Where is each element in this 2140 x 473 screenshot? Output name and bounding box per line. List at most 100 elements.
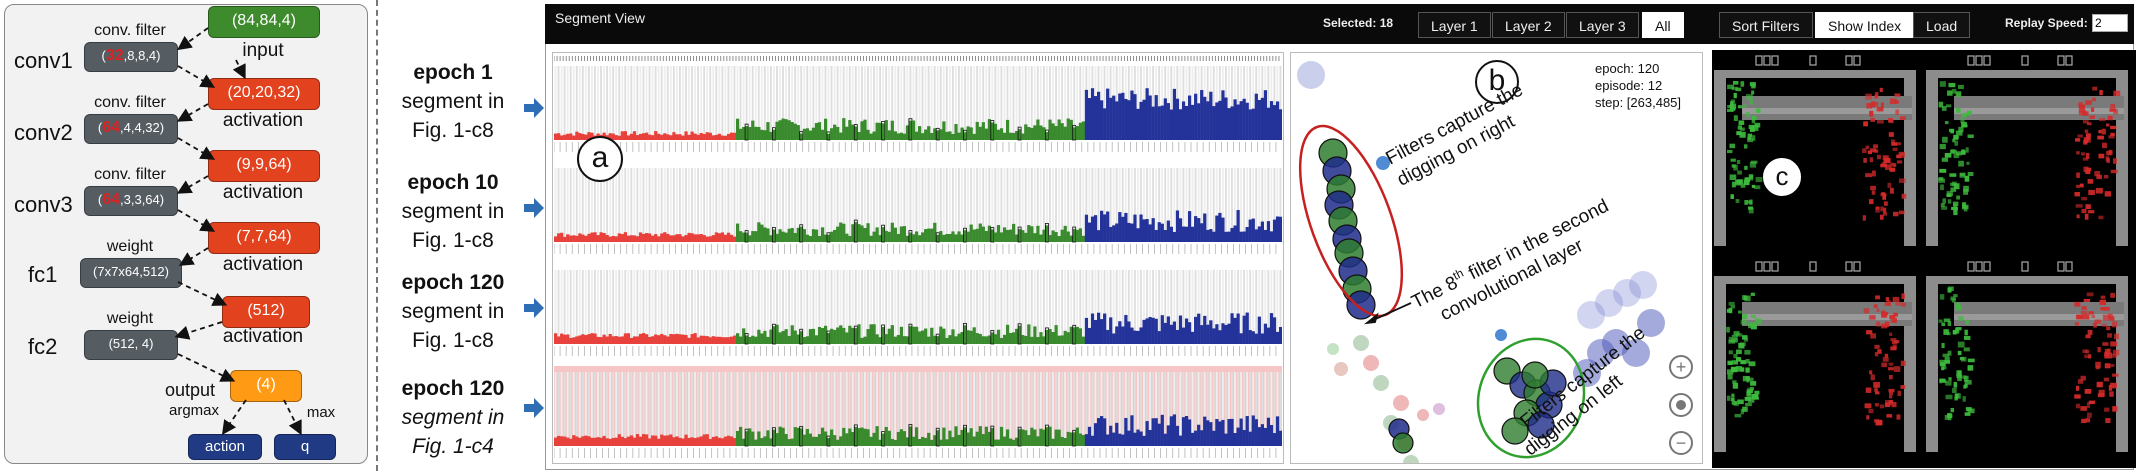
filter-bar: [657, 335, 661, 344]
filter-bar: [657, 438, 661, 446]
replay-speed-input[interactable]: [2092, 14, 2128, 32]
bar-background: [827, 168, 830, 242]
bar-background: [1109, 168, 1112, 242]
filter-bar: [1224, 433, 1228, 446]
filter-bar: [836, 126, 840, 140]
bar-background: [906, 66, 909, 140]
bar-background: [1197, 372, 1200, 446]
bar-background: [1052, 66, 1054, 140]
filter-bar: [602, 334, 606, 344]
load-button[interactable]: Load: [1913, 12, 1971, 38]
filter-bar: [1015, 328, 1019, 344]
filter-bar: [608, 133, 612, 140]
bar-background: [645, 66, 648, 140]
bar-background: [921, 270, 924, 344]
filter-bar: [1036, 225, 1040, 242]
filter-bar: [641, 333, 646, 344]
filter-bar: [784, 329, 788, 344]
filter-bar: [1045, 427, 1049, 446]
bar-background: [1024, 66, 1027, 140]
filter-bar: [1054, 325, 1058, 344]
bar-background: [885, 66, 888, 140]
filter-bar: [799, 428, 803, 446]
filter-bar: [681, 334, 685, 344]
bar-background: [1137, 270, 1139, 344]
bar-background: [930, 270, 933, 344]
filter-bar: [878, 337, 882, 344]
filter-bar: [823, 431, 828, 446]
bar-background: [964, 66, 966, 140]
bar-background: [709, 372, 712, 446]
filter-bar: [1236, 427, 1240, 446]
bar-background: [654, 270, 657, 344]
filter-bar: [790, 325, 794, 344]
filter-bar: [669, 333, 673, 344]
bar-background: [1158, 168, 1161, 242]
filter-bar: [560, 135, 564, 140]
bar-background: [1185, 168, 1188, 242]
bar-background: [1124, 270, 1127, 344]
filter-bar: [626, 235, 631, 242]
bar-background: [748, 168, 751, 242]
bar-background: [557, 66, 560, 140]
filter-bar: [638, 333, 643, 344]
bar-background: [1212, 270, 1215, 344]
bar-background: [794, 168, 797, 242]
filter-bar: [1127, 100, 1131, 140]
filter-bar: [614, 135, 618, 140]
filter-scatter-plot[interactable]: + −: [1291, 53, 1702, 463]
filter-bar: [887, 328, 891, 344]
bar-background: [703, 66, 706, 140]
bar-background: [1167, 270, 1170, 344]
bar-background: [718, 372, 721, 446]
filter-bar: [754, 231, 758, 242]
bar-background: [1130, 270, 1133, 344]
bar-background: [1249, 66, 1252, 140]
filter-bar: [1057, 429, 1061, 446]
bar-background: [745, 168, 748, 242]
bar-background: [1046, 270, 1048, 344]
filter-bar: [908, 426, 913, 446]
filter-bar: [590, 333, 594, 344]
show-index-button[interactable]: Show Index: [1815, 12, 1915, 38]
panel-label-a: a: [577, 136, 623, 182]
bar-background: [1009, 372, 1012, 446]
layer-3-button[interactable]: Layer 3: [1566, 12, 1639, 38]
filter-bar: [569, 133, 573, 140]
activation-box-3: (7,7,64): [208, 222, 320, 254]
filter-bar: [887, 231, 891, 242]
activation-box-4: (512): [222, 296, 310, 328]
bar-background: [739, 270, 742, 344]
bar-background: [642, 270, 645, 344]
filter-bar: [948, 131, 952, 140]
bar-background: [606, 372, 608, 446]
filter-bar: [1030, 336, 1034, 344]
filter-bar: [1215, 418, 1219, 446]
filter-bar: [763, 330, 767, 344]
filter-bar: [775, 233, 779, 242]
all-layers-button[interactable]: All: [1642, 12, 1684, 38]
bar-background: [924, 168, 927, 242]
bar-background: [581, 168, 584, 242]
sort-filters-button[interactable]: Sort Filters: [1719, 12, 1813, 38]
filter-bar: [990, 122, 995, 140]
bar-background: [1249, 168, 1252, 242]
filter-bar: [1218, 330, 1222, 344]
bar-background: [948, 270, 951, 344]
filter-bar: [802, 337, 806, 344]
bar-background: [1049, 168, 1051, 242]
bar-background: [873, 66, 875, 140]
layer-2-button[interactable]: Layer 2: [1492, 12, 1565, 38]
layer-1-button[interactable]: Layer 1: [1418, 12, 1491, 38]
bar-background: [751, 372, 754, 446]
filter-bar: [887, 130, 891, 140]
filter-bar: [854, 222, 858, 242]
filter-bar: [569, 337, 573, 344]
bar-background: [1118, 168, 1121, 242]
bar-background: [766, 66, 769, 140]
bar-background: [1024, 270, 1027, 344]
filter-bar: [848, 325, 852, 344]
bar-background: [1155, 168, 1158, 242]
filter-bar: [1172, 414, 1177, 446]
filter-bar: [1272, 433, 1277, 446]
